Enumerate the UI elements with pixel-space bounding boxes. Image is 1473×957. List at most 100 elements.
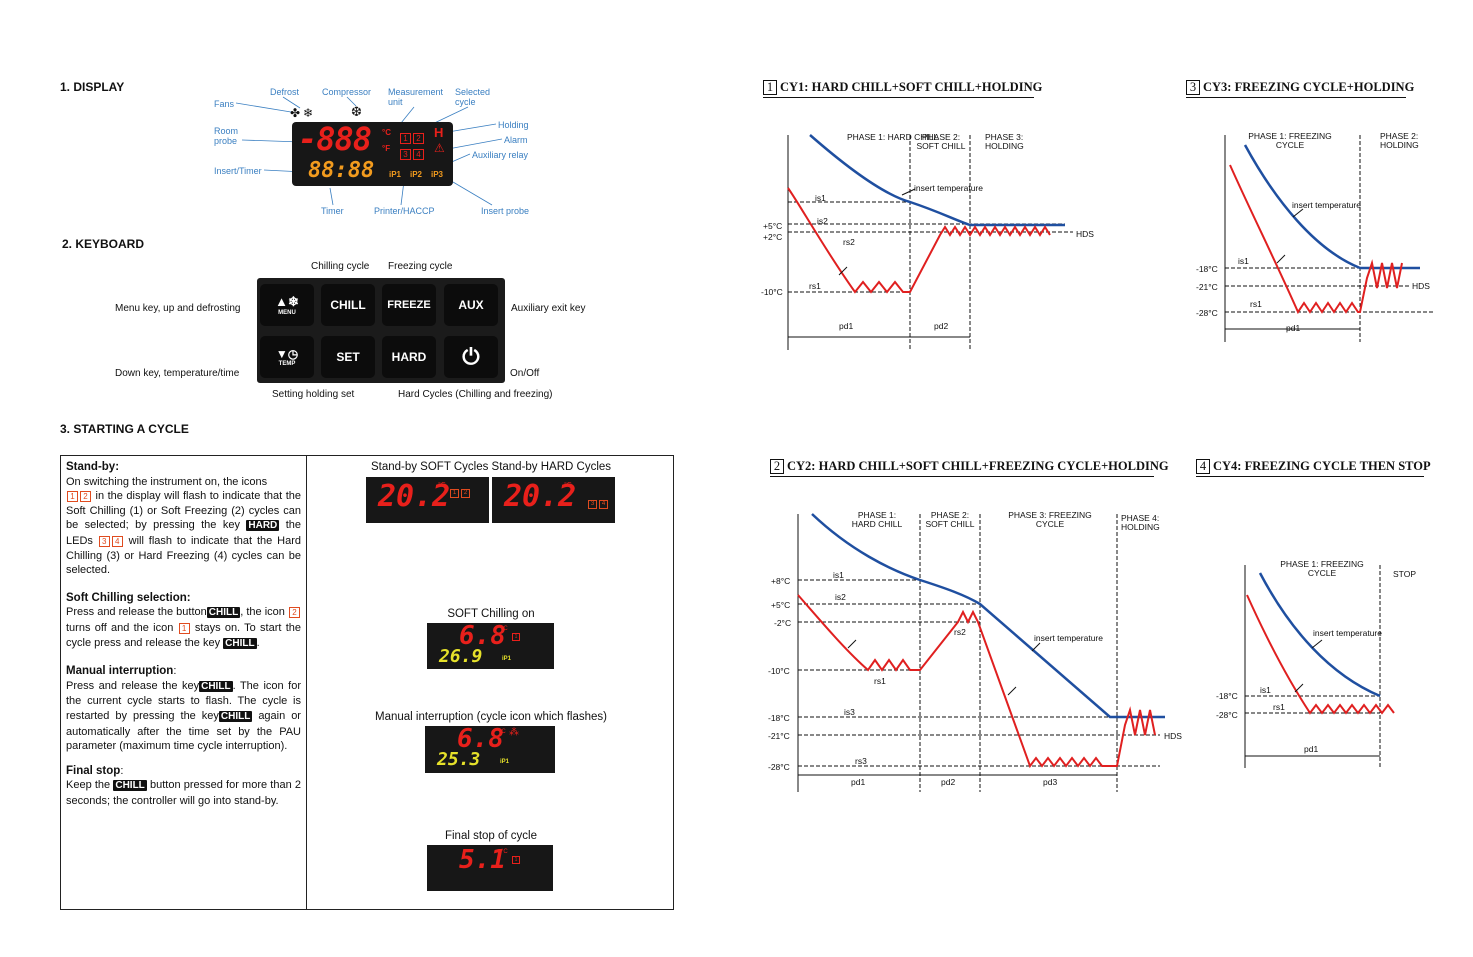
cy3-rs1: rs1 — [1250, 299, 1262, 309]
inline-hard-key: HARD — [246, 520, 280, 532]
cy3-t18: -18°C — [1196, 264, 1218, 274]
cycle-icon-4: 4 — [413, 149, 424, 160]
cy4-is1: is1 — [1260, 685, 1271, 695]
unit-celsius: °C — [382, 128, 391, 137]
label-insert-timer: Insert/Timer — [214, 166, 262, 176]
cy3-pd1: pd1 — [1286, 323, 1301, 333]
aux-key-desc: Auxiliary exit key — [511, 303, 586, 314]
inline-chill-key: CHILL — [206, 607, 241, 619]
cy3-title: 3 CY3: FREEZING CYCLE+HOLDING — [1186, 80, 1414, 95]
cy3-phase1: PHASE 1: FREEZING CYCLE — [1248, 131, 1332, 150]
cy3-t28: -28°C — [1196, 308, 1218, 318]
cy2-is3: is3 — [844, 707, 855, 717]
cy1-phase1: PHASE 1: HARD CHILL — [847, 132, 939, 142]
freeze-key[interactable]: FREEZE — [382, 284, 436, 326]
defrost-icon: ❄ — [303, 106, 314, 120]
cy2-phase1: PHASE 1: HARD CHILL — [851, 510, 903, 529]
cy2-rs3: rs3 — [855, 756, 867, 766]
cy1-t2: +2°C — [763, 232, 783, 242]
cycle-icon-3: 3 — [400, 149, 411, 160]
menu-key-desc: Menu key, up and defrosting — [115, 303, 241, 314]
power-key[interactable]: ⏻ — [444, 336, 498, 378]
cy1-is1: is1 — [815, 193, 826, 203]
cy1-pd1: pd1 — [839, 321, 854, 331]
cy1-rs1: rs1 — [809, 281, 821, 291]
label-insert-probe: Insert probe — [481, 206, 530, 216]
cy2-pd2: pd2 — [941, 777, 956, 787]
compressor-icon: ❆ — [351, 104, 362, 119]
cy1-t5: +5°C — [763, 221, 783, 231]
icon-box-4: 4 — [111, 535, 123, 547]
set-key[interactable]: SET — [321, 336, 375, 378]
icon-box-1: 1 — [67, 491, 78, 503]
room-probe-digits: -888 — [298, 120, 372, 158]
fan-icon: ✤ — [290, 106, 301, 120]
section-starting-title: 3. STARTING A CYCLE — [60, 422, 189, 436]
cy3-phase2: PHASE 2: HOLDING — [1380, 131, 1419, 150]
cy3-hds: HDS — [1412, 281, 1430, 291]
cy3-insert-label: insert temperature — [1292, 200, 1361, 210]
cy4-insert-label: insert temperature — [1313, 628, 1382, 638]
alarm-icon: ⚠ — [434, 141, 445, 155]
cy2-t18: -18°C — [768, 713, 790, 723]
cy4-rs1: rs1 — [1273, 702, 1285, 712]
cy1-phase2: PHASE 2: SOFT CHILL — [916, 132, 966, 151]
caption-manual-interruption: Manual interruption (cycle icon which fl… — [374, 711, 608, 723]
cy2-insert-label: insert temperature — [1034, 633, 1103, 643]
cy1-title: 1 CY1: HARD CHILL+SOFT CHILL+HOLDING — [763, 80, 1042, 95]
cy2-pd3: pd3 — [1043, 777, 1058, 787]
hard-key[interactable]: HARD — [382, 336, 436, 378]
onoff-key-desc: On/Off — [510, 368, 540, 379]
section-display-title: 1. DISPLAY — [60, 80, 125, 94]
display-soft-chilling: 6.8 °C 1 26.9 iP1 — [427, 621, 554, 669]
label-auxiliary-relay: Auxiliary relay — [472, 150, 529, 160]
flashing-cycle-icon: ⁂ — [509, 727, 519, 738]
cy1-hds: HDS — [1076, 229, 1094, 239]
cy2-is2: is2 — [835, 592, 846, 602]
caption-standby: Stand-by SOFT Cycles Stand-by HARD Cycle… — [370, 461, 612, 473]
label-room-probe: Room probe — [214, 126, 239, 146]
cy2-t-2: -2°C — [774, 618, 792, 628]
up-arrow-icon: ▲❄ — [275, 294, 299, 309]
cy2-is1: is1 — [833, 570, 844, 580]
label-selected-cycle: Selected cycle — [455, 87, 491, 107]
chill-key[interactable]: CHILL — [321, 284, 375, 326]
holding-indicator: H — [434, 125, 444, 140]
cy1-phase3: PHASE 3: HOLDING — [985, 132, 1024, 151]
aux-key[interactable]: AUX — [444, 284, 498, 326]
starting-cycle-table: Stand-by: On switching the instrument on… — [60, 455, 674, 910]
cy2-t5: +5°C — [771, 600, 791, 610]
ip1-indicator: iP1 — [389, 170, 402, 179]
cycle-icon-2: 2 — [413, 133, 424, 144]
cy1-pd2: pd2 — [934, 321, 949, 331]
cy2-phase3: PHASE 3: FREEZING CYCLE — [1008, 510, 1092, 529]
cy4-t18: -18°C — [1216, 691, 1238, 701]
keyboard-panel: ▲❄ MENU CHILL FREEZE AUX ▼◷ TEMP SET HAR… — [257, 278, 505, 383]
cy2-title: 2 CY2: HARD CHILL+SOFT CHILL+FREEZING CYC… — [770, 459, 1169, 474]
insert-timer-digits: 88:88 — [308, 158, 375, 183]
display-callout-lines — [235, 96, 503, 206]
section-keyboard-title: 2. KEYBOARD — [62, 237, 145, 251]
cy2-hds: HDS — [1164, 731, 1182, 741]
cy1-is2: is2 — [817, 216, 828, 226]
label-measurement-unit: Measurement unit — [388, 87, 444, 107]
unit-fahrenheit: °F — [382, 144, 391, 153]
final-stop-title: Final stop — [66, 764, 121, 777]
display-final-stop: 5.1 °C 1 — [427, 845, 553, 891]
cy2-graph — [797, 513, 1165, 792]
cy4-t28: -28°C — [1216, 710, 1238, 720]
menu-up-key[interactable]: ▲❄ MENU — [260, 284, 314, 326]
cy4-stop: STOP — [1393, 569, 1416, 579]
cy2-phase4: PHASE 4: HOLDING — [1121, 513, 1160, 532]
hard-key-desc: Hard Cycles (Chilling and freezing) — [398, 389, 553, 400]
cy4-title: 4 CY4: FREEZING CYCLE THEN STOP — [1196, 459, 1431, 474]
ip2-indicator: iP2 — [410, 170, 423, 179]
cy1-rs2: rs2 — [843, 237, 855, 247]
down-temp-key[interactable]: ▼◷ TEMP — [260, 336, 314, 378]
cy2-t28: -28°C — [768, 762, 790, 772]
label-printer-haccp: Printer/HACCP — [374, 206, 435, 216]
